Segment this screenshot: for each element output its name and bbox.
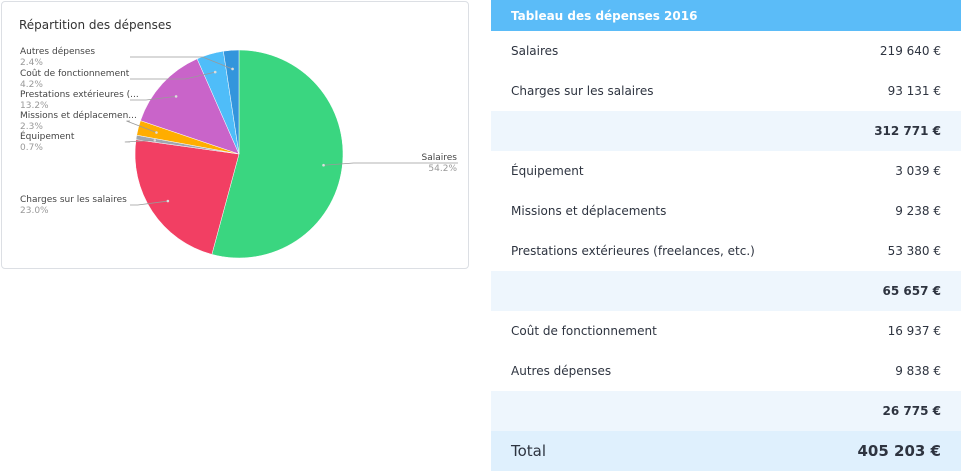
leader-dot [166,199,170,203]
leader-line [130,71,216,80]
table-row: Salaires 219 640 € [491,31,961,71]
row-value: 65 657 € [882,284,941,298]
slice-label: Autres dépenses [20,46,95,57]
row-label: Missions et déplacements [511,204,667,218]
table-header: Tableau des dépenses 2016 [491,0,961,31]
slice-percent: 2.4% [20,58,43,68]
slice-percent: 13.2% [20,101,49,111]
total-row: Total 405 203 € [491,431,961,471]
slice-percent: 4.2% [20,80,43,90]
leader-dot [155,131,158,134]
row-label: Charges sur les salaires [511,84,654,98]
row-value: 3 039 € [895,164,941,178]
row-value: 312 771 € [874,124,941,138]
row-value: 9 238 € [895,204,941,218]
slice-percent: 54.2% [428,164,457,174]
slice-label: Coût de fonctionnement [20,69,130,79]
subtotal-row: 26 775 € [491,391,961,431]
row-value: 9 838 € [895,364,941,378]
row-value: 53 380 € [887,244,941,258]
slice-percent: 0.7% [20,143,43,153]
leader-dot [231,67,234,71]
row-value: 93 131 € [887,84,941,98]
row-value: 26 775 € [882,404,941,418]
leader-dot [213,70,217,74]
slice-percent: 2.3% [20,122,43,132]
slice-label: Équipement [20,130,75,142]
slice-label: Charges sur les salaires [20,195,127,205]
table-row: Coût de fonctionnement 16 937 € [491,311,961,351]
leader-line [323,162,458,166]
pie-chart-card: Répartition des dépenses Salaires 54.2% Ch… [1,1,469,269]
table-row: Charges sur les salaires 93 131 € [491,71,961,111]
leader-line [130,56,233,70]
leader-line [130,96,177,101]
row-value: 16 937 € [887,324,941,338]
leader-line [124,139,155,143]
slice-label: Missions et déplacemen... [20,110,137,121]
leader-line [130,200,168,206]
slice-label: Prestations extérieures (... [20,89,139,100]
pie-slice [223,49,240,155]
row-label: Salaires [511,44,559,58]
slice-label: Salaires [422,153,458,163]
slice-percent: 23.0% [20,206,49,216]
leader-line [126,120,157,133]
row-value: 219 640 € [879,44,941,58]
total-value: 405 203 € [857,442,941,460]
pie-slice [140,58,240,155]
pie-slice [134,139,240,255]
subtotal-row: 65 657 € [491,271,961,311]
row-label: Prestations extérieures (freelances, etc… [511,244,755,258]
expenses-table: Tableau des dépenses 2016 Salaires 219 64… [491,0,961,471]
row-label: Autres dépenses [511,364,612,378]
subtotal-row: 312 771 € [491,111,961,151]
table-row: Autres dépenses 9 838 € [491,351,961,391]
table-row: Missions et déplacements 9 238 € [491,191,961,231]
chart-title: Répartition des dépenses [19,18,172,32]
leader-dot [174,95,178,98]
leader-dot [153,139,157,142]
table-row: Équipement 3 039 € [491,151,961,191]
pie-slice [211,49,344,259]
row-label: Équipement [511,164,584,178]
row-label: Coût de fonctionnement [511,324,657,338]
table-row: Prestations extérieures (freelances, etc… [491,231,961,271]
total-label: Total [511,442,547,460]
leader-dot [322,163,325,167]
